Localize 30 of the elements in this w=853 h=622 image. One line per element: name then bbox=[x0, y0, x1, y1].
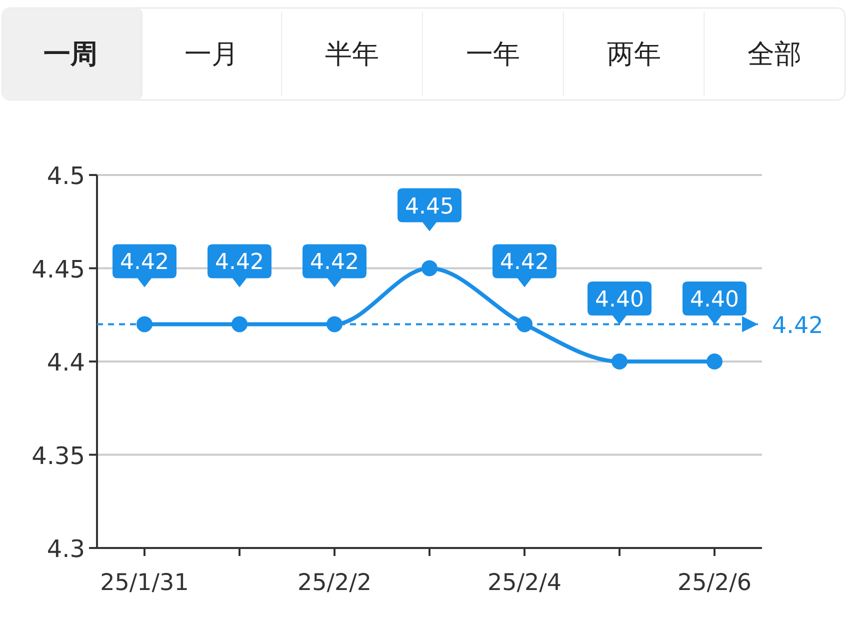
point bbox=[612, 354, 628, 370]
text: 半年 bbox=[325, 39, 380, 70]
text: 一月 bbox=[184, 39, 238, 70]
data-label: 4.42 bbox=[310, 250, 359, 276]
data-label: 4.42 bbox=[215, 250, 264, 276]
x-tick-label: 25/2/6 bbox=[677, 570, 752, 596]
ref-line-label: 4.42 bbox=[772, 313, 824, 340]
y-tick-label: 4.3 bbox=[46, 535, 85, 563]
text: 一周 bbox=[43, 39, 98, 70]
point bbox=[516, 316, 532, 332]
x-tick-label: 25/2/4 bbox=[487, 570, 562, 596]
y-tick-label: 4.4 bbox=[46, 348, 85, 376]
x-tick-label: 25/2/2 bbox=[297, 570, 372, 596]
data-label: 4.42 bbox=[120, 250, 169, 276]
point bbox=[326, 316, 342, 332]
text: 一年 bbox=[466, 39, 520, 70]
point bbox=[706, 354, 722, 370]
text: 全部 bbox=[748, 39, 802, 70]
data-label: 4.40 bbox=[595, 288, 644, 312]
y-tick-label: 4.35 bbox=[32, 442, 85, 470]
point bbox=[422, 260, 438, 276]
x-tick-label: 25/1/31 bbox=[100, 570, 189, 596]
point bbox=[232, 316, 248, 332]
text: 两年 bbox=[606, 39, 661, 70]
data-label: 4.40 bbox=[690, 288, 739, 312]
data-label: 4.45 bbox=[405, 194, 454, 220]
data-label: 4.42 bbox=[500, 250, 549, 276]
point bbox=[136, 316, 152, 332]
y-tick-label: 4.5 bbox=[46, 162, 85, 190]
y-tick-label: 4.45 bbox=[32, 255, 85, 284]
